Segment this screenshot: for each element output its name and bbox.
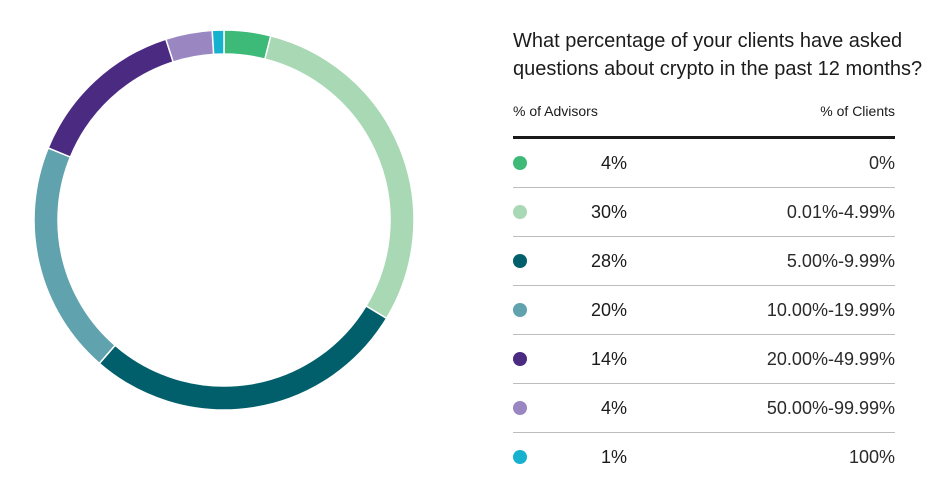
legend-header: % of Advisors % of Clients	[513, 100, 895, 139]
chart-title: What percentage of your clients have ask…	[513, 30, 923, 80]
donut-slice	[223, 29, 272, 61]
clients-range-label: 10.00%-19.99%	[766, 300, 895, 320]
legend-row: 4% 0%	[513, 139, 895, 188]
legend-row: 20% 10.00%-19.99%	[513, 286, 895, 335]
legend-swatch	[513, 401, 527, 415]
legend-row: 4% 50.00%-99.99%	[513, 384, 895, 433]
legend-swatch	[513, 352, 527, 366]
legend-row: 1% 100%	[513, 433, 895, 481]
donut-slice	[164, 29, 215, 63]
clients-column-header: % of Clients	[820, 103, 895, 119]
clients-range-label: 20.00%-49.99%	[766, 349, 895, 369]
advisors-value: 1%	[600, 447, 627, 467]
clients-range-label: 5.00%-9.99%	[786, 251, 895, 271]
clients-range-label: 0%	[868, 153, 895, 173]
donut-slice	[47, 38, 175, 159]
legend-swatch	[513, 156, 527, 170]
advisors-value: 4%	[600, 398, 627, 418]
legend-swatch	[513, 303, 527, 317]
donut-slice	[98, 304, 388, 411]
advisors-value: 14%	[590, 349, 627, 369]
legend-swatch	[513, 254, 527, 268]
advisors-column-header: % of Advisors	[513, 103, 598, 119]
clients-range-label: 50.00%-99.99%	[766, 398, 895, 418]
legend-swatch	[513, 205, 527, 219]
advisors-value: 20%	[590, 300, 627, 320]
clients-range-label: 100%	[848, 447, 895, 467]
donut-slice	[33, 146, 117, 365]
donut-slice	[263, 34, 415, 320]
legend-table: % of Advisors % of Clients 4% 0% 30% 0.0…	[513, 100, 895, 481]
donut-slice	[211, 29, 225, 56]
legend-swatch	[513, 450, 527, 464]
legend-row: 30% 0.01%-4.99%	[513, 188, 895, 237]
advisors-value: 4%	[600, 153, 627, 173]
advisors-value: 30%	[590, 202, 627, 222]
legend-row: 14% 20.00%-49.99%	[513, 335, 895, 384]
clients-range-label: 0.01%-4.99%	[786, 202, 895, 222]
donut-chart	[33, 29, 415, 411]
advisors-value: 28%	[590, 251, 627, 271]
legend-row: 28% 5.00%-9.99%	[513, 237, 895, 286]
